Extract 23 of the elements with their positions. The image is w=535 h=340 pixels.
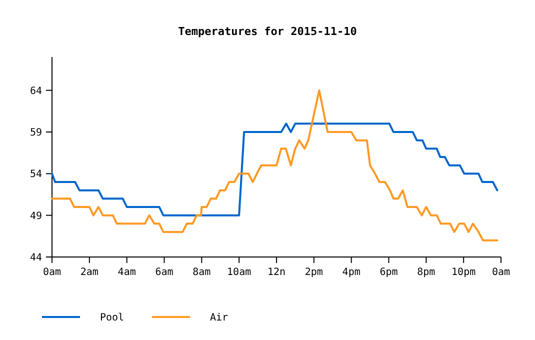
y-tick-label: 49 — [30, 210, 42, 222]
x-tick-label: 10am — [227, 267, 252, 278]
x-tick-label: 4am — [118, 267, 136, 278]
y-tick-label: 64 — [30, 86, 42, 97]
x-tick-label: 8am — [192, 267, 211, 278]
y-tick-label: 59 — [30, 128, 42, 138]
x-tick-label: 10pm — [452, 267, 476, 278]
chart-title: Temperatures for 2015-11-10 — [178, 25, 357, 38]
x-tick-label: 6am — [155, 267, 174, 278]
y-tick-label: 54 — [30, 169, 42, 180]
x-tick-label: 12n — [267, 267, 286, 278]
x-tick-label: 4pm — [342, 267, 360, 278]
x-tick-label: 8pm — [417, 267, 436, 278]
legend-label: Pool — [100, 312, 124, 324]
x-tick-label: 0am — [42, 267, 62, 278]
x-tick-label: 2pm — [304, 267, 323, 278]
line-series — [51, 122, 498, 216]
x-tick-label: 0am — [492, 267, 510, 278]
y-tick-label: 44 — [30, 252, 42, 264]
x-tick-label: 6pm — [380, 267, 398, 278]
line-series — [51, 89, 498, 242]
legend-label: Air — [210, 312, 228, 324]
x-tick-label: 2am — [80, 267, 98, 278]
